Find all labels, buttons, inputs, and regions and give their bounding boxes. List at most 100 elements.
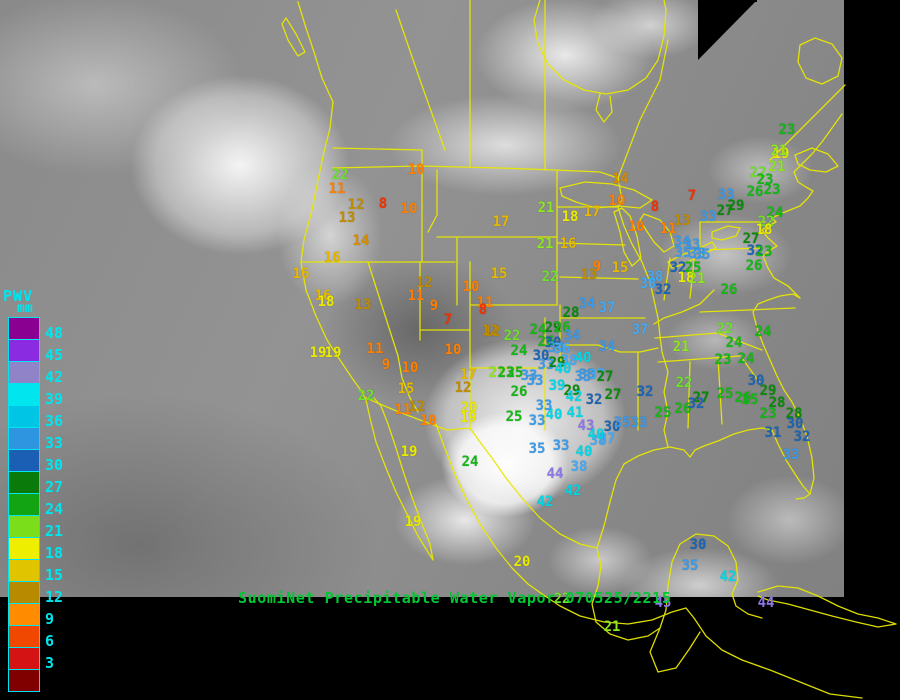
- station-value: 29: [727, 198, 745, 214]
- station-value: 22: [675, 375, 693, 391]
- station-value: 21: [688, 271, 706, 287]
- station-value: 33: [552, 438, 570, 454]
- station-value: 21: [537, 200, 555, 216]
- station-value: 10: [400, 201, 418, 217]
- station-value: 26: [746, 184, 764, 200]
- station-value: 12: [481, 323, 499, 339]
- station-value: 20: [460, 400, 478, 416]
- station-value: 17: [583, 204, 601, 220]
- station-value: 27: [692, 390, 710, 406]
- station-value: 30: [544, 335, 562, 351]
- station-value: 22: [716, 321, 734, 337]
- station-value: 26: [734, 390, 752, 406]
- station-value: 38: [560, 353, 578, 369]
- legend-block: [9, 648, 39, 670]
- station-value: 22: [331, 167, 349, 183]
- station-value: 40: [587, 427, 605, 443]
- station-value: 19: [324, 345, 342, 361]
- station-value: 33: [688, 246, 706, 262]
- station-value: 40: [545, 407, 563, 423]
- legend-tick: 33: [45, 434, 64, 452]
- station-value: 45: [654, 595, 672, 611]
- station-value: 18: [677, 270, 695, 286]
- station-value: 25: [654, 405, 672, 421]
- station-value: 7: [687, 188, 697, 204]
- station-value: 37: [598, 300, 616, 316]
- station-value: 12: [408, 399, 426, 415]
- legend-tick: 42: [45, 368, 64, 386]
- station-value: 13: [673, 213, 691, 229]
- legend-tick: 21: [45, 522, 64, 540]
- station-value: 26: [674, 401, 692, 417]
- station-value: 33: [717, 187, 735, 203]
- station-value: 32: [793, 429, 811, 445]
- station-value: 18: [755, 222, 773, 238]
- station-value: 19: [772, 146, 790, 162]
- station-value: 31: [764, 425, 782, 441]
- station-value: 24: [754, 324, 772, 340]
- station-value: 14: [352, 233, 370, 249]
- station-value: 8: [650, 199, 660, 215]
- station-value: 24: [737, 351, 755, 367]
- station-value: 10: [608, 193, 626, 209]
- legend-block: [9, 428, 39, 450]
- station-value: 9: [592, 259, 602, 275]
- station-value: 11: [366, 341, 384, 357]
- station-value: 40: [554, 361, 572, 377]
- station-value: 21: [770, 143, 788, 159]
- legend-tick: 18: [45, 544, 64, 562]
- station-value: 32: [669, 260, 687, 276]
- station-value: 10: [444, 342, 462, 358]
- legend-tick: 39: [45, 390, 64, 408]
- station-value: 24: [510, 343, 528, 359]
- station-value: 24: [725, 335, 743, 351]
- legend-tick: 27: [45, 478, 64, 496]
- station-value: 39: [548, 378, 566, 394]
- satellite-data-gap-edge: [698, 0, 757, 2]
- station-value: 18: [317, 294, 335, 310]
- station-value: 37: [598, 431, 616, 447]
- station-value: 23: [714, 352, 732, 368]
- station-value: 33: [528, 413, 546, 429]
- station-value: 42: [536, 494, 554, 510]
- station-value: 30: [689, 537, 707, 553]
- legend-tick: 15: [45, 566, 64, 584]
- station-value: 23: [763, 182, 781, 198]
- station-value: 22: [553, 591, 571, 607]
- station-value: 33: [537, 357, 555, 373]
- station-value: 26: [510, 384, 528, 400]
- station-value: 10: [401, 360, 419, 376]
- station-value: 26: [720, 282, 738, 298]
- station-value: 27: [604, 387, 622, 403]
- station-value: 32: [746, 243, 764, 259]
- station-value: 29: [544, 320, 562, 336]
- legend-block: [9, 494, 39, 516]
- station-value: 19: [459, 410, 477, 426]
- station-value: 30: [532, 348, 550, 364]
- station-value: 11: [476, 295, 494, 311]
- station-value: 33: [630, 415, 648, 431]
- station-value: 41: [566, 405, 584, 421]
- station-value: 21: [603, 619, 621, 635]
- station-value: 38: [570, 459, 588, 475]
- legend-block: [9, 560, 39, 582]
- station-value: 10: [419, 413, 437, 429]
- legend-tick: 48: [45, 324, 64, 342]
- station-value: 23: [497, 365, 515, 381]
- legend-tick: 36: [45, 412, 64, 430]
- station-value: 35: [681, 558, 699, 574]
- station-value: 35: [693, 247, 711, 263]
- station-value: 29: [548, 355, 566, 371]
- station-value: 11: [659, 221, 677, 237]
- legend-colorbar: [8, 317, 40, 692]
- legend-block: [9, 516, 39, 538]
- station-value: 35: [613, 415, 631, 431]
- station-value: 19: [309, 345, 327, 361]
- station-value: 42: [719, 569, 737, 585]
- station-value: 28: [768, 395, 786, 411]
- station-value: 22: [749, 165, 767, 181]
- legend-block: [9, 604, 39, 626]
- legend-tick: 24: [45, 500, 64, 518]
- station-value: 26: [553, 320, 571, 336]
